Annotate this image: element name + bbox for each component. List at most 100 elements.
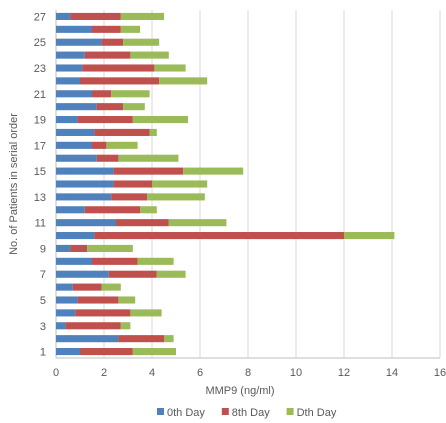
bar-patient-16-series-1 (56, 154, 97, 162)
bar-patient-27-series-3 (120, 12, 164, 20)
bar-patient-14-series-1 (56, 180, 114, 188)
bar-patient-24-series-2 (84, 51, 131, 59)
bar-patient-19-series-1 (56, 116, 78, 124)
bar-patient-10-series-1 (56, 232, 95, 240)
bar-patient-18-series-2 (94, 128, 150, 136)
bar-patient-17-series-2 (92, 141, 107, 149)
legend-swatch (157, 408, 164, 415)
bar-patient-19-series-3 (132, 116, 188, 124)
bar-patient-25-series-2 (101, 38, 124, 46)
bar-patient-27-series-1 (56, 12, 71, 20)
bar-patient-12-series-3 (140, 206, 157, 214)
x-tick-label: 0 (53, 367, 59, 379)
x-tick-label: 10 (290, 367, 302, 379)
bar-patient-15-series-2 (113, 167, 184, 175)
bar-patient-8-series-1 (56, 257, 92, 265)
x-tick-label: 14 (386, 367, 398, 379)
bar-patient-6-series-2 (72, 283, 102, 291)
x-axis-title: MMP9 (ng/ml) (205, 385, 274, 397)
bar-patient-8-series-2 (92, 257, 138, 265)
y-tick-label: 1 (40, 347, 46, 359)
bar-patient-19-series-2 (77, 116, 133, 124)
bar-patient-20-series-2 (96, 103, 124, 111)
bar-patient-11-series-2 (116, 219, 169, 227)
bar-patient-10-series-3 (344, 232, 395, 240)
bar-patient-21-series-3 (111, 90, 150, 98)
bar-patient-25-series-1 (56, 38, 102, 46)
bar-patient-2-series-2 (118, 335, 164, 343)
bar-patient-11-series-3 (168, 219, 227, 227)
bar-patient-13-series-2 (111, 193, 148, 201)
bar-patient-22-series-3 (159, 77, 208, 85)
bar-patient-4-series-1 (56, 309, 76, 317)
legend-label: 0th Day (167, 407, 205, 419)
y-tick-label: 19 (34, 115, 46, 127)
bar-patient-16-series-2 (96, 154, 119, 162)
bar-patient-9-series-3 (87, 244, 133, 252)
bar-patient-1-series-3 (132, 348, 176, 356)
bar-patient-15-series-1 (56, 167, 114, 175)
bar-patient-9-series-2 (70, 244, 88, 252)
bar-patient-15-series-3 (183, 167, 244, 175)
bar-patient-17-series-1 (56, 141, 92, 149)
bar-patient-26-series-2 (92, 25, 121, 33)
bar-patient-18-series-3 (149, 128, 157, 136)
x-tick-label: 6 (197, 367, 203, 379)
bar-patient-23-series-2 (82, 64, 155, 72)
bar-patient-25-series-3 (123, 38, 160, 46)
bar-patient-12-series-2 (84, 206, 140, 214)
x-tick-label: 8 (245, 367, 251, 379)
bar-patient-11-series-1 (56, 219, 116, 227)
bar-patient-26-series-3 (120, 25, 140, 33)
bar-patient-9-series-1 (56, 244, 71, 252)
legend-swatch (286, 408, 294, 415)
y-tick-label: 5 (40, 295, 46, 307)
bar-patient-24-series-3 (130, 51, 169, 59)
bar-patient-3-series-3 (120, 322, 131, 330)
bar-patient-5-series-2 (77, 296, 119, 304)
bar-patient-23-series-3 (154, 64, 186, 72)
bar-patient-20-series-3 (123, 103, 145, 111)
bar-patient-18-series-1 (56, 128, 95, 136)
bar-patient-14-series-2 (113, 180, 152, 188)
y-axis-title: No. of Patients in serial order (8, 113, 20, 255)
bar-patient-3-series-2 (65, 322, 121, 330)
bar-patient-4-series-2 (75, 309, 131, 317)
y-tick-label: 7 (40, 269, 46, 281)
x-tick-label: 12 (338, 367, 350, 379)
x-tick-label: 4 (149, 367, 155, 379)
y-tick-label: 11 (35, 218, 46, 230)
bar-patient-13-series-1 (56, 193, 112, 201)
bar-patient-17-series-3 (106, 141, 138, 149)
y-tick-label: 15 (34, 166, 46, 178)
bar-patient-7-series-1 (56, 270, 109, 278)
bar-patient-12-series-1 (56, 206, 85, 214)
y-tick-label: 17 (34, 140, 46, 152)
bar-patient-21-series-1 (56, 90, 92, 98)
y-tick-label: 13 (34, 192, 46, 204)
bar-patient-26-series-1 (56, 25, 92, 33)
legend-label: Dth Day (297, 407, 337, 419)
bar-patient-8-series-3 (137, 257, 174, 265)
bar-patient-16-series-3 (118, 154, 179, 162)
x-tick-label: 2 (101, 367, 107, 379)
bar-patient-5-series-3 (118, 296, 136, 304)
bar-patient-2-series-3 (164, 335, 174, 343)
bar-patient-7-series-3 (156, 270, 186, 278)
bar-patient-3-series-1 (56, 322, 66, 330)
bars (56, 12, 395, 356)
bar-patient-2-series-1 (56, 335, 119, 343)
legend-label: 8th Day (232, 407, 270, 419)
y-tick-label: 25 (34, 37, 46, 49)
bar-patient-20-series-1 (56, 103, 97, 111)
y-tick-label: 3 (40, 321, 46, 333)
y-tick-label: 27 (34, 11, 46, 23)
bar-patient-4-series-3 (130, 309, 162, 317)
bar-patient-27-series-2 (70, 12, 121, 20)
bar-patient-6-series-1 (56, 283, 73, 291)
bar-patient-5-series-1 (56, 296, 78, 304)
x-tick-label: 16 (434, 367, 446, 379)
legend: 0th Day 8th Day Dth Day (157, 407, 337, 419)
